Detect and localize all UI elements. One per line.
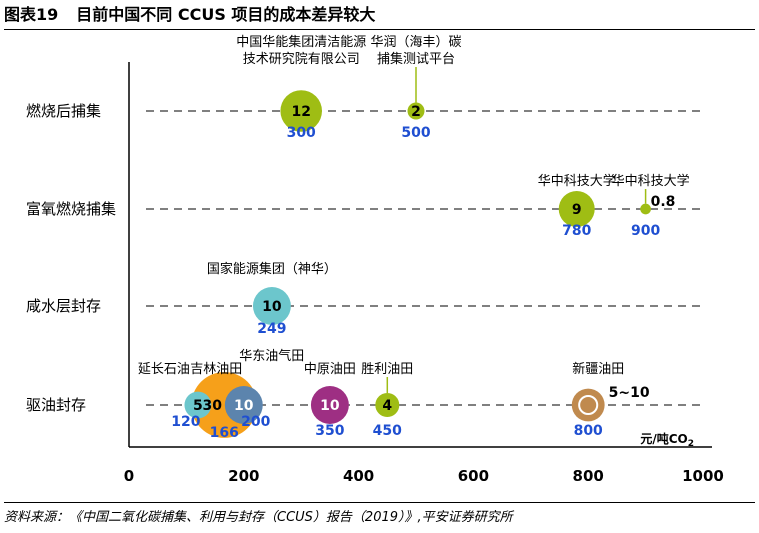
scale-label: 30: [203, 398, 223, 414]
figure-title-text: 目前中国不同 CCUS 项目的成本差异较大: [76, 5, 376, 24]
figure-number: 图表19: [4, 5, 59, 24]
project-label: 华润（海丰）碳: [370, 35, 461, 50]
cost-label: 780: [562, 223, 591, 239]
x-tick-label: 800: [573, 467, 604, 485]
project-label: 技术研究院有限公司: [243, 52, 360, 67]
category-label: 燃烧后捕集: [26, 102, 101, 120]
project-label: 中国华能集团清洁能源: [236, 34, 366, 50]
x-tick-label: 1000: [682, 467, 724, 485]
bubble-inner-ring: [578, 394, 599, 416]
cost-label: 450: [373, 423, 402, 439]
scale-label: 12: [291, 104, 310, 120]
project-label: 华中科技大学: [538, 173, 616, 189]
source-divider: [4, 502, 755, 503]
cost-label: 900: [631, 223, 660, 239]
cost-label: 249: [257, 321, 286, 337]
x-tick-label: 200: [228, 467, 259, 485]
cost-label: 350: [315, 423, 344, 439]
x-tick-label: 0: [124, 467, 134, 485]
bubble: [558, 191, 595, 227]
bubble: [310, 386, 349, 424]
project-label: 胜利油田: [361, 362, 413, 377]
bubble: [184, 391, 212, 419]
cost-label: 166: [210, 425, 239, 441]
figure-title: 图表19 目前中国不同 CCUS 项目的成本差异较大: [4, 2, 755, 28]
scale-label: 9: [572, 202, 582, 218]
x-tick-label: 400: [343, 467, 374, 485]
bubble: [224, 386, 263, 424]
cost-label: 200: [241, 414, 270, 430]
category-label: 咸水层封存: [26, 297, 101, 315]
scale-label: 4: [382, 398, 392, 414]
project-label: 捕集测试平台: [377, 51, 455, 67]
project-label: 吉林油田: [190, 362, 242, 377]
scale-label: 2: [411, 104, 421, 120]
source-note: 资料来源：《中国二氧化碳捕集、利用与封存（CCUS）报告（2019）》,平安证券…: [4, 510, 513, 525]
scale-label: 10: [320, 398, 340, 414]
bubble: [407, 102, 425, 120]
category-label: 驱油封存: [26, 396, 86, 414]
cost-label: 300: [287, 125, 316, 141]
title-divider: [4, 29, 755, 30]
cost-label: 800: [574, 423, 603, 439]
project-label: 中原油田: [304, 362, 356, 377]
bubble: [640, 203, 651, 215]
category-label: 富氧燃烧捕集: [26, 200, 116, 218]
scale-label: 10: [234, 398, 254, 414]
project-label: 新疆油田: [572, 361, 624, 377]
x-axis-unit-label: 元/吨CO2: [640, 431, 694, 449]
project-label: 华东油气田: [239, 348, 304, 364]
bubble: [571, 388, 605, 422]
bubble: [252, 287, 291, 325]
bubble: [375, 393, 400, 417]
scale-label: 10: [262, 299, 282, 315]
cost-label: 120: [171, 414, 200, 430]
x-tick-label: 600: [458, 467, 489, 485]
scale-label: 0.8: [651, 194, 676, 210]
cost-label: 500: [401, 125, 430, 141]
bubble: [280, 90, 322, 132]
project-label: 华中科技大学: [612, 173, 690, 189]
project-label: 国家能源集团（神华）: [207, 261, 337, 277]
scale-label: 5~10: [609, 385, 650, 401]
scale-label: 5: [193, 398, 203, 414]
project-label: 延长石油: [138, 362, 190, 377]
